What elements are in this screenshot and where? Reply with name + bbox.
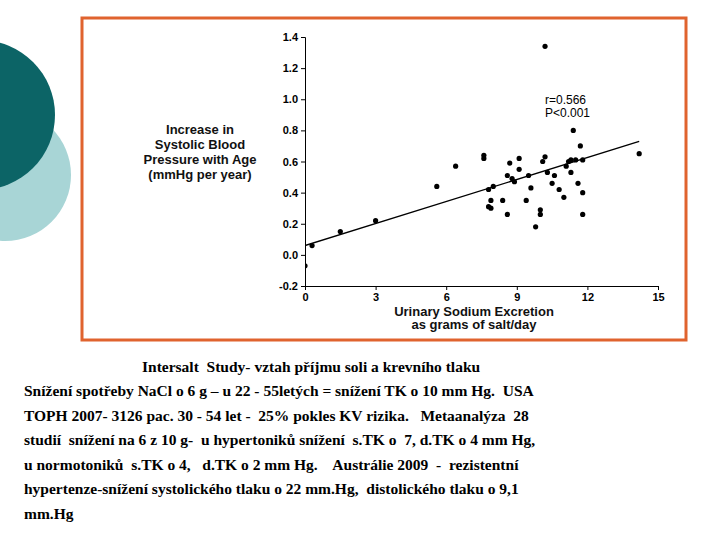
x-tick: 12 <box>582 286 594 303</box>
y-tick-label: 0.4 <box>283 187 299 199</box>
y-tick-label: 1.0 <box>283 93 298 105</box>
scatter-point <box>575 181 580 186</box>
y-tick-label: -0.2 <box>279 280 298 292</box>
x-tick: 9 <box>514 286 520 303</box>
x-tick-label: 12 <box>582 291 594 303</box>
x-axis-line <box>306 287 659 291</box>
annotation: P<0.001 <box>545 106 590 120</box>
scatter-point <box>507 160 512 165</box>
y-tick-mark <box>301 68 305 69</box>
y-tick-mark <box>301 99 305 100</box>
x-tick-label: 15 <box>652 291 664 303</box>
scatter-point <box>557 187 562 192</box>
scatter-point <box>517 167 522 172</box>
y-tick-label: 1.4 <box>283 31 299 43</box>
scatter-point <box>538 212 543 217</box>
annotation: r=0.566 <box>545 93 586 107</box>
scatter-point <box>578 143 583 148</box>
x-tick-label: 9 <box>514 291 520 303</box>
y-tick: 0.6 <box>283 156 305 168</box>
scatter-point <box>528 185 533 190</box>
scatter-point <box>571 128 576 133</box>
scatter-point <box>561 195 566 200</box>
y-tick-mark <box>301 162 305 163</box>
caption-line: studií snížení na 6 z 10 g- u hypertonik… <box>24 431 535 448</box>
scatter-point <box>542 44 547 49</box>
x-tick-mark <box>587 286 588 290</box>
y-tick: 0.0 <box>283 249 305 261</box>
scatter-point <box>481 156 486 161</box>
y-tick: 1.0 <box>283 93 305 105</box>
y-tick-mark <box>301 37 305 38</box>
x-axis-title: as grams of salt/day <box>412 317 538 332</box>
x-tick: 15 <box>652 286 664 303</box>
y-tick-label: 0.8 <box>283 124 298 136</box>
y-tick: 1.2 <box>283 62 305 74</box>
y-axis-title: (mmHg per year) <box>148 167 251 182</box>
caption-line: mm.Hg <box>24 505 74 522</box>
scatter-point <box>488 198 493 203</box>
y-tick: 0.4 <box>283 187 305 199</box>
scatter-point <box>540 159 545 164</box>
chart-frame <box>82 18 686 340</box>
scatter-point <box>517 156 522 161</box>
y-tick-mark <box>301 130 305 131</box>
scatter-point <box>305 263 308 268</box>
x-tick: 3 <box>373 286 379 303</box>
regression-line <box>305 141 639 245</box>
y-tick-mark <box>301 255 305 256</box>
y-axis-title: Systolic Blood <box>155 137 245 152</box>
caption-line: TOPH 2007- 3126 pac. 30 - 54 let - 25% p… <box>24 407 529 424</box>
x-tick-mark <box>658 286 659 290</box>
scatter-point <box>552 173 557 178</box>
scatter-point <box>533 224 538 229</box>
y-tick-mark <box>301 286 305 287</box>
scatter-point <box>580 212 585 217</box>
y-axis: -0.2 0.0 0.2 0.4 0.6 0.8 1.0 1.2 1.4 <box>279 31 305 292</box>
scatter-point <box>488 206 493 211</box>
scatter-point <box>542 154 547 159</box>
x-tick-mark <box>376 286 377 290</box>
scatter-point <box>538 207 543 212</box>
plot-area <box>305 44 642 269</box>
x-tick-mark <box>517 286 518 290</box>
scatter-point <box>453 164 458 169</box>
y-tick: 0.8 <box>283 124 305 136</box>
y-tick-mark <box>301 193 305 194</box>
y-tick-label: 0.6 <box>283 156 298 168</box>
scatter-point <box>580 190 585 195</box>
y-axis-title: Increase in <box>166 122 234 137</box>
slide: -0.2 0.0 0.2 0.4 0.6 0.8 1.0 1.2 1.4 0 3 6 9 12 15 r=0.… <box>0 0 720 540</box>
scatter-point <box>550 181 555 186</box>
caption-title: Intersalt Study- vztah příjmu soli a kre… <box>142 358 481 375</box>
y-tick: 0.2 <box>283 218 305 230</box>
y-tick-label: 1.2 <box>283 62 298 74</box>
y-tick: -0.2 <box>279 280 305 292</box>
y-axis-title: Pressure with Age <box>144 152 257 167</box>
x-axis: 0 3 6 9 12 15 <box>302 286 664 303</box>
y-tick-label: 0.0 <box>283 249 298 261</box>
x-tick-label: 3 <box>373 291 379 303</box>
caption-line: hypertenze-snížení systolického tlaku o … <box>24 480 519 497</box>
scatter-point <box>505 173 510 178</box>
x-tick: 6 <box>444 286 450 303</box>
y-axis-line <box>301 38 306 287</box>
x-tick-mark <box>305 286 306 290</box>
y-tick-mark <box>301 224 305 225</box>
scatter-point <box>524 198 529 203</box>
scatter-point <box>505 212 510 217</box>
caption-line: Snížení spotřeby NaCl o 6 g – u 22 - 55l… <box>24 382 535 399</box>
y-tick: 1.4 <box>283 31 305 43</box>
x-tick-label: 0 <box>302 291 308 303</box>
caption-line: u normotoniků s.TK o 4, d.TK o 2 mm Hg. … <box>24 456 519 473</box>
y-tick-label: 0.2 <box>283 218 298 230</box>
scatter-point <box>434 184 439 189</box>
x-tick-label: 6 <box>444 291 450 303</box>
scatter-point <box>568 170 573 175</box>
x-tick-mark <box>446 286 447 290</box>
x-tick: 0 <box>302 286 308 303</box>
scatter-point <box>500 198 505 203</box>
decor-circle-dark <box>0 40 55 190</box>
scatter-point <box>637 151 642 156</box>
